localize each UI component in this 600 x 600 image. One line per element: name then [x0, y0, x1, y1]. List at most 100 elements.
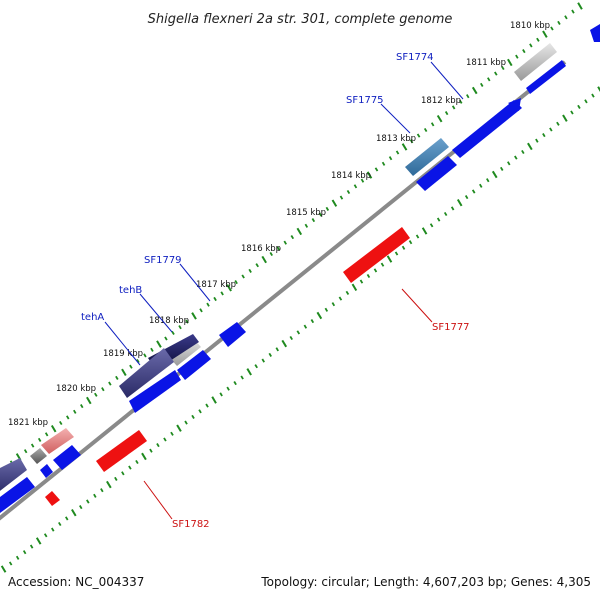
major-tick: [191, 312, 197, 320]
minor-tick: [23, 449, 28, 454]
minor-tick: [170, 431, 174, 436]
topology-text: Topology: circular; Length: 4,607,203 bp…: [260, 575, 591, 589]
tick-label-1819: 1819 kbp: [103, 349, 143, 359]
minor-tick: [283, 240, 287, 245]
major-tick: [421, 227, 428, 235]
minor-tick: [220, 291, 224, 296]
minor-tick: [346, 189, 351, 195]
major-tick: [296, 227, 303, 236]
minor-tick: [86, 499, 90, 504]
major-tick: [71, 508, 77, 517]
minor-tick: [373, 268, 378, 273]
gene-label-sf1782[interactable]: SF1782: [172, 519, 210, 530]
gene-arrow[interactable]: [41, 428, 74, 454]
minor-tick: [444, 111, 449, 116]
minor-tick: [171, 330, 175, 335]
tick-label-1816: 1816 kbp: [241, 244, 281, 254]
gene-label-teha[interactable]: tehA: [81, 312, 104, 323]
minor-tick: [219, 392, 223, 397]
gene-arrow[interactable]: [177, 350, 211, 380]
major-tick: [246, 368, 252, 376]
minor-tick: [529, 43, 533, 48]
major-tick: [106, 480, 112, 489]
major-tick: [491, 170, 498, 179]
minor-tick: [310, 319, 315, 324]
minor-tick: [261, 358, 265, 363]
minor-tick: [94, 392, 98, 397]
minor-tick: [577, 104, 581, 109]
tick-label-1818: 1818 kbp: [149, 316, 189, 326]
tick-label-1815: 1815 kbp: [286, 208, 326, 218]
tick-label-1814: 1814 kbp: [331, 171, 371, 181]
gene-label-tehb[interactable]: tehB: [119, 285, 142, 296]
minor-tick: [8, 561, 13, 566]
gene-arrow[interactable]: [0, 477, 35, 516]
major-tick: [597, 86, 600, 92]
minor-tick: [345, 290, 350, 295]
gene-arrow[interactable]: [452, 100, 522, 158]
minor-tick: [268, 352, 272, 357]
minor-tick: [338, 296, 343, 301]
gene-arrow[interactable]: [343, 227, 410, 283]
gene-arrow[interactable]: [96, 430, 147, 472]
minor-tick: [241, 274, 245, 279]
minor-tick: [479, 183, 483, 188]
major-tick: [577, 2, 583, 10]
minor-tick: [199, 308, 203, 313]
minor-tick: [149, 448, 153, 453]
minor-tick: [429, 223, 434, 228]
minor-tick: [409, 139, 414, 144]
gene-arrow[interactable]: [30, 448, 47, 464]
minor-tick: [501, 65, 505, 71]
gene-arrow[interactable]: [526, 60, 566, 94]
minor-tick: [388, 156, 393, 161]
forward-strand-genes: [0, 24, 600, 516]
minor-tick: [415, 234, 420, 239]
minor-tick: [248, 268, 252, 273]
minor-tick: [360, 178, 365, 183]
minor-tick: [206, 302, 210, 307]
gene-label-sf1775[interactable]: SF1775: [346, 95, 384, 106]
gene-label-sf1777[interactable]: SF1777: [432, 322, 470, 333]
minor-tick: [325, 206, 330, 211]
gene-arrow[interactable]: [514, 43, 557, 81]
gene-arrow[interactable]: [405, 138, 449, 176]
gene-arrow[interactable]: [129, 370, 181, 413]
gene-arrow[interactable]: [0, 458, 27, 494]
minor-tick: [366, 273, 371, 279]
minor-tick: [536, 37, 540, 42]
minor-tick: [100, 488, 104, 493]
map-title: Shigella flexneri 2a str. 301, complete …: [148, 12, 453, 27]
major-tick: [50, 424, 57, 433]
major-tick: [331, 199, 338, 207]
gene-arrow[interactable]: [53, 445, 81, 470]
minor-tick: [443, 211, 448, 217]
minor-tick: [66, 415, 70, 420]
gene-label-sf1779[interactable]: SF1779: [144, 255, 182, 266]
minor-tick: [304, 223, 309, 228]
minor-tick: [521, 149, 525, 155]
minor-tick: [121, 471, 125, 476]
minor-tick: [114, 476, 118, 481]
major-tick: [542, 30, 548, 38]
gene-arrow[interactable]: [45, 491, 60, 506]
major-tick: [562, 114, 568, 122]
minor-tick: [150, 347, 154, 352]
gene-arrow[interactable]: [590, 24, 600, 42]
minor-tick: [65, 516, 69, 521]
minor-tick: [486, 178, 490, 183]
gene-arrow[interactable]: [119, 348, 174, 398]
minor-tick: [451, 105, 456, 110]
gene-arrow[interactable]: [416, 156, 457, 191]
minor-tick: [233, 381, 237, 386]
gene-label-sf1774[interactable]: SF1774: [396, 52, 434, 63]
minor-tick: [184, 420, 188, 425]
tick-label-1817: 1817 kbp: [196, 280, 236, 290]
minor-tick: [234, 280, 238, 285]
tick-label-1811: 1811 kbp: [466, 58, 506, 68]
minor-tick: [191, 414, 195, 419]
minor-tick: [80, 404, 84, 409]
gene-arrow[interactable]: [219, 322, 246, 347]
gene-arrow[interactable]: [40, 464, 53, 478]
